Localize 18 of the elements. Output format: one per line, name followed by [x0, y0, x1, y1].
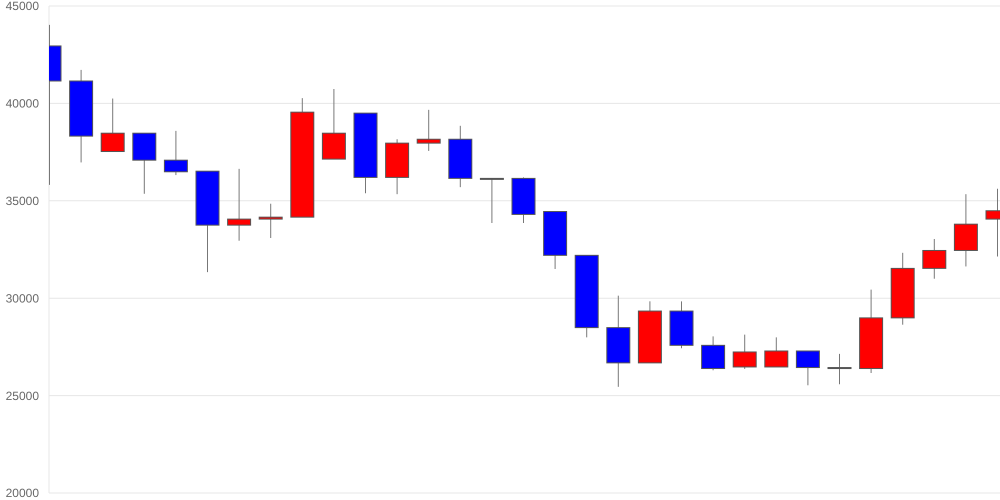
candlestick — [258, 203, 283, 239]
y-tick-label: 35000 — [6, 194, 40, 208]
candlestick — [796, 350, 820, 386]
candlestick — [764, 336, 788, 368]
candlestick — [732, 334, 757, 370]
candlestick — [701, 336, 726, 371]
y-tick-label: 45000 — [6, 0, 40, 14]
y-tick-label: 20000 — [6, 486, 40, 500]
y-tick-label: 40000 — [6, 96, 40, 111]
candlestick — [227, 168, 252, 242]
candlestick — [100, 98, 125, 152]
candlestick — [828, 353, 852, 385]
y-tick-label: 30000 — [6, 291, 40, 306]
candlestick — [164, 130, 188, 176]
y-tick-label: 25000 — [6, 388, 40, 403]
candlestick — [480, 178, 504, 224]
candlestick — [416, 109, 441, 152]
candlestick — [922, 238, 946, 280]
